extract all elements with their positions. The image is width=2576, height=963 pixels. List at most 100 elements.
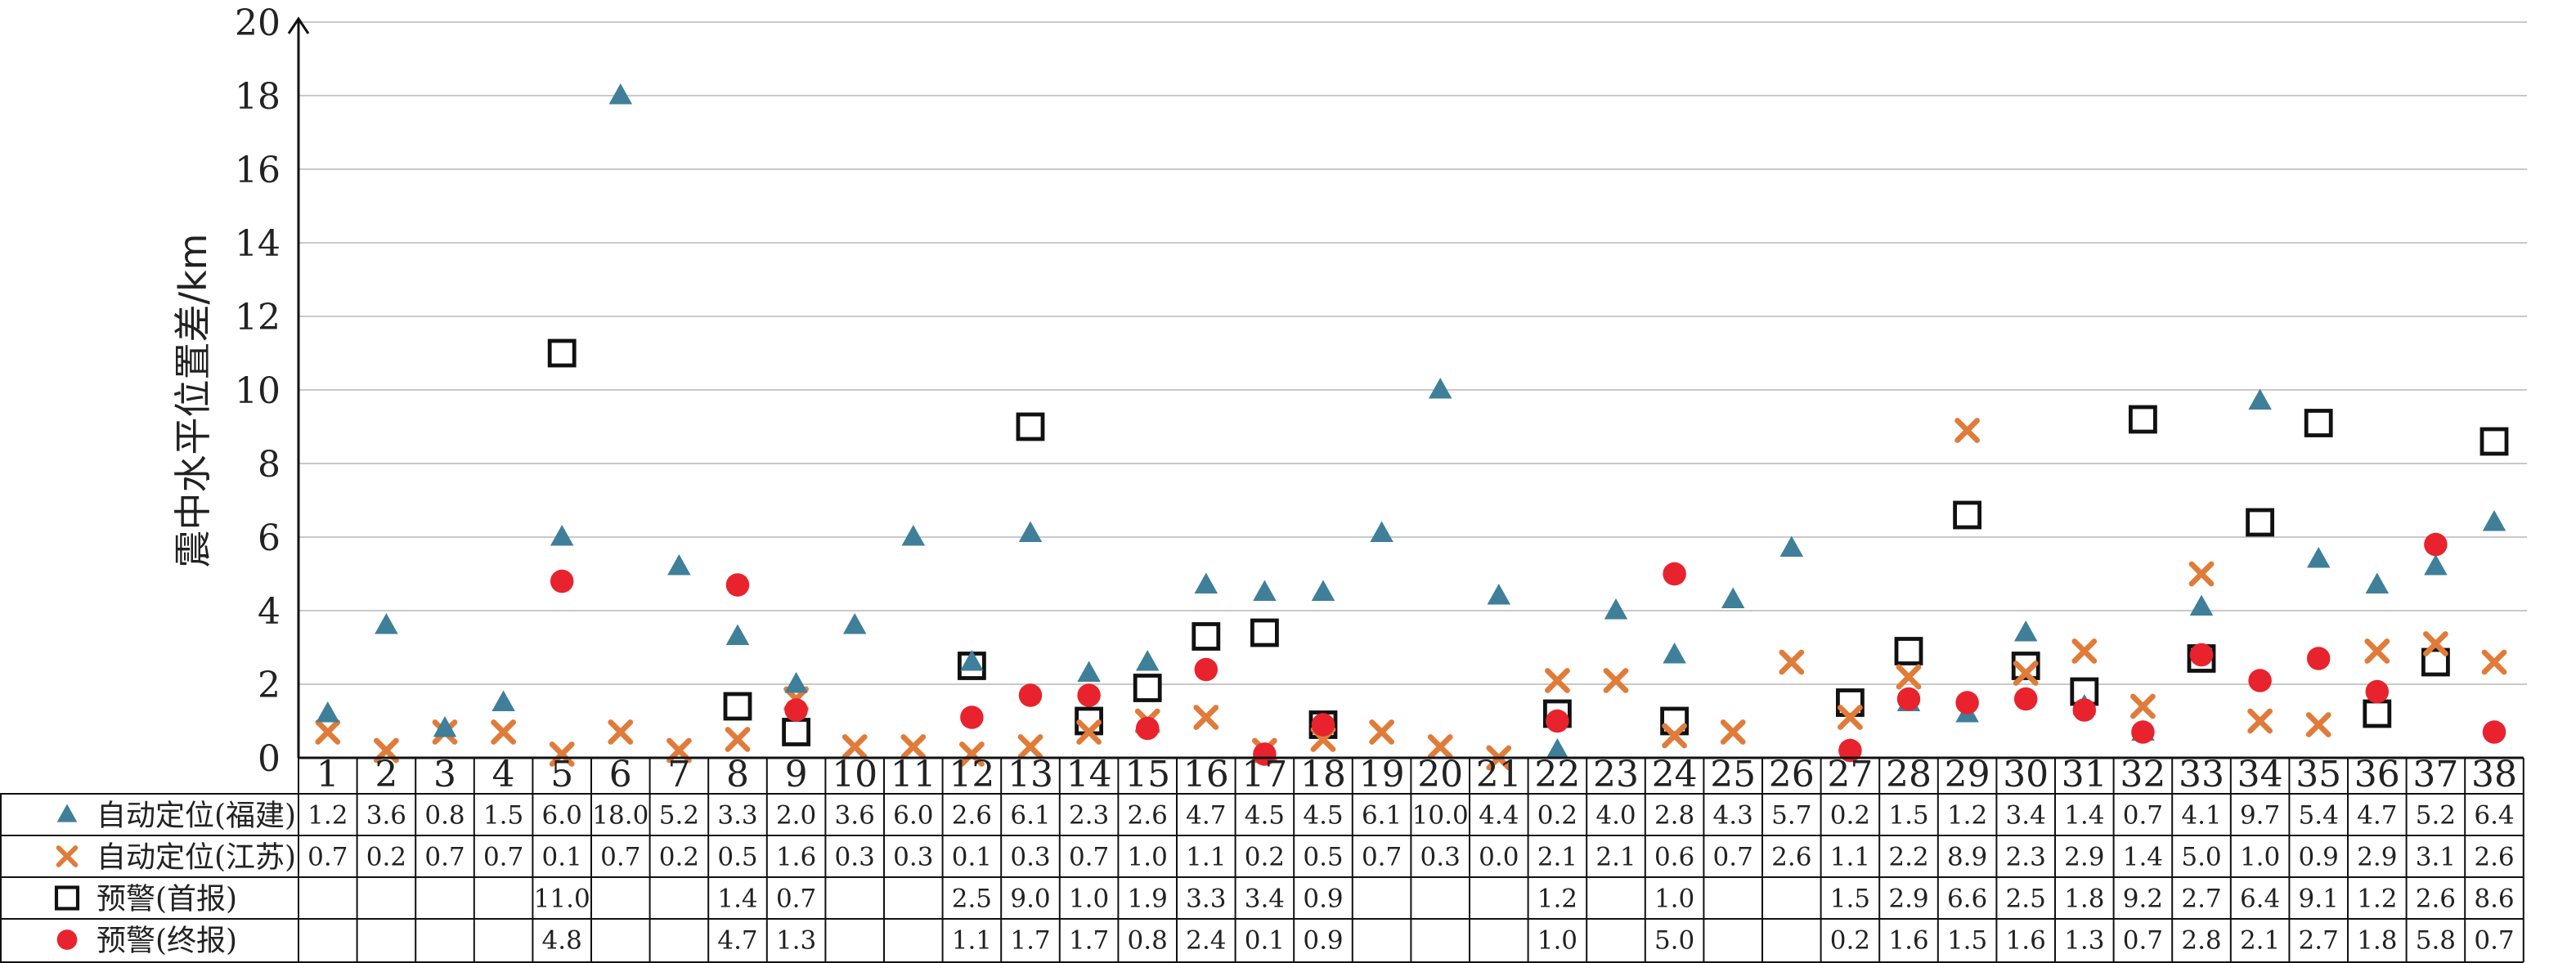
data-label: 2.7 xyxy=(2299,926,2339,956)
data-label: 1.4 xyxy=(2064,801,2104,831)
legend-label: 预警(终报) xyxy=(96,925,237,958)
data-point-x xyxy=(608,719,634,745)
x-tick-label: 7 xyxy=(667,754,690,795)
x-tick-label: 21 xyxy=(1476,754,1522,795)
data-label: 8.6 xyxy=(2474,885,2514,914)
data-point-circle xyxy=(1838,738,1862,763)
data-label: 3.6 xyxy=(835,801,875,831)
data-point-triangle xyxy=(1077,661,1101,682)
data-label: 0.5 xyxy=(1303,843,1343,872)
data-label: 0.7 xyxy=(424,843,464,872)
data-label: 5.8 xyxy=(2416,926,2456,956)
data-point-x xyxy=(315,719,341,745)
data-label: 0.7 xyxy=(1713,843,1753,872)
data-label: 2.4 xyxy=(1186,926,1226,956)
data-label: 1.0 xyxy=(1128,843,1168,872)
data-point-triangle xyxy=(725,624,750,645)
data-point-circle xyxy=(1546,709,1569,733)
x-tick-label: 1 xyxy=(316,754,339,795)
data-label: 1.8 xyxy=(2064,885,2104,914)
data-point-triangle xyxy=(1018,521,1043,542)
y-tick-label: 4 xyxy=(258,591,280,633)
x-tick-label: 19 xyxy=(1359,754,1405,795)
data-label: 1.3 xyxy=(2064,926,2104,956)
data-label: 0.5 xyxy=(717,843,757,872)
data-point-square xyxy=(782,718,810,746)
x-marker-stroke xyxy=(2130,693,2156,719)
x-marker-stroke xyxy=(491,719,516,745)
data-label: 0.2 xyxy=(1830,801,1870,831)
y-tick-label: 0 xyxy=(258,738,280,780)
data-label: 4.0 xyxy=(1595,801,1636,831)
x-tick-label: 24 xyxy=(1652,754,1698,795)
data-label: 2.1 xyxy=(2240,926,2280,956)
data-label: 2.6 xyxy=(952,801,992,831)
x-marker-stroke xyxy=(1369,719,1394,745)
legend-label: 自动定位(江苏) xyxy=(96,841,296,875)
data-label: 1.5 xyxy=(1947,926,1987,956)
data-label: 1.2 xyxy=(1947,801,1987,831)
x-marker-stroke xyxy=(2305,712,2331,737)
data-label: 3.4 xyxy=(1245,885,1285,914)
data-label: 1.4 xyxy=(2123,843,2163,872)
data-point-square xyxy=(2246,508,2275,537)
data-point-triangle xyxy=(901,525,926,546)
data-point-x xyxy=(2013,661,2039,686)
data-point-circle xyxy=(1018,683,1043,707)
data-point-square xyxy=(1133,674,1162,702)
x-tick-label: 6 xyxy=(609,754,632,795)
data-label: 1.2 xyxy=(2357,885,2397,914)
x-marker-stroke xyxy=(1662,723,1687,749)
x-tick-label: 34 xyxy=(2237,754,2283,795)
data-point-triangle xyxy=(667,554,691,576)
data-label: 1.2 xyxy=(307,801,348,831)
x-tick-label: 4 xyxy=(492,754,515,795)
data-point-circle xyxy=(2072,698,2097,722)
data-label: 2.3 xyxy=(1069,801,1109,831)
data-label: 1.6 xyxy=(776,843,816,872)
x-marker-stroke xyxy=(2423,631,2448,656)
legend-label: 预警(首报) xyxy=(96,883,237,916)
data-label: 4.8 xyxy=(542,926,582,956)
data-point-x xyxy=(2071,638,2098,664)
data-label: 0.7 xyxy=(2123,926,2163,956)
data-point-square xyxy=(723,692,752,721)
x-marker-stroke xyxy=(2013,661,2039,686)
data-point-triangle xyxy=(316,701,340,723)
data-point-triangle xyxy=(1135,650,1160,671)
data-point-square xyxy=(2480,427,2509,456)
data-label: 0.2 xyxy=(1830,926,1870,956)
data-label: 6.4 xyxy=(2474,801,2514,831)
data-label: 5.4 xyxy=(2299,801,2339,831)
x-marker-stroke xyxy=(2188,561,2215,587)
data-point-triangle xyxy=(1721,587,1745,608)
data-point-circle xyxy=(1194,657,1218,682)
data-point-square xyxy=(547,338,577,368)
data-label: 5.0 xyxy=(1654,926,1694,956)
data-point-circle xyxy=(2482,720,2506,744)
x-marker-stroke xyxy=(2247,708,2273,734)
data-label: 4.1 xyxy=(2181,801,2221,831)
data-label: 0.2 xyxy=(366,843,406,872)
data-label: 6.1 xyxy=(1010,801,1050,831)
x-marker-stroke xyxy=(1427,734,1453,759)
data-label: 1.5 xyxy=(483,801,523,831)
y-tick-label: 6 xyxy=(258,517,280,559)
data-point-triangle xyxy=(1311,580,1335,601)
x-marker-stroke xyxy=(549,741,575,767)
legend-marker-x xyxy=(56,845,79,867)
data-point-x xyxy=(2188,561,2215,587)
x-marker-stroke xyxy=(315,719,341,745)
x-tick-label: 5 xyxy=(550,754,573,795)
data-point-triangle xyxy=(960,650,984,671)
data-point-x xyxy=(1954,418,1980,443)
data-point-triangle xyxy=(1253,580,1277,601)
data-point-triangle xyxy=(784,672,808,693)
x-tick-label: 25 xyxy=(1710,754,1756,795)
data-point-triangle xyxy=(1428,378,1452,399)
data-point-x xyxy=(1720,719,1746,745)
data-label: 1.1 xyxy=(1830,843,1870,872)
data-point-x xyxy=(1017,734,1043,759)
data-label: 1.7 xyxy=(1069,926,1109,956)
x-tick-label: 31 xyxy=(2062,754,2107,795)
